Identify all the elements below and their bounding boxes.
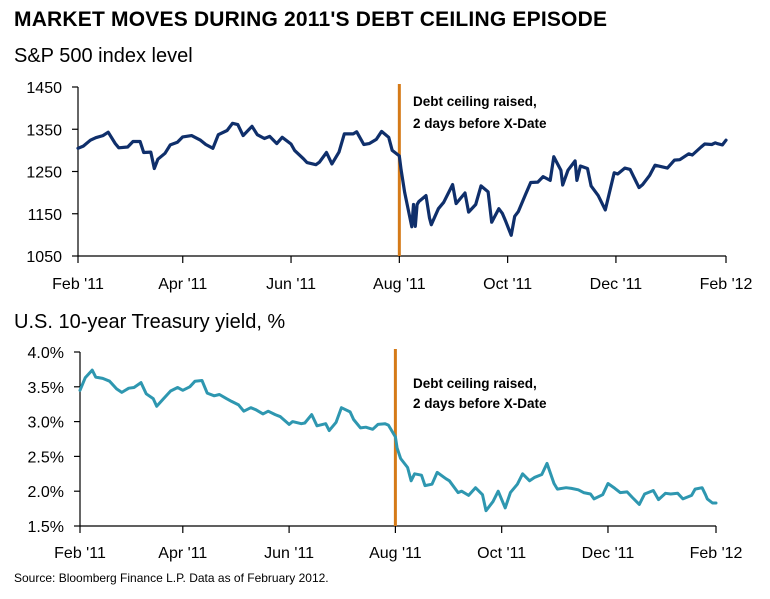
treasury-yield-line-chart: 4.0% 3.5% 3.0% 2.5% 2.0% 1.5% Feb '11 Apr '11 Ju… — [28, 345, 743, 562]
chart-main-title: MARKET MOVES DURING 2011'S DEBT CEILING … — [14, 8, 608, 31]
sp500-x-tick-label: Feb '12 — [700, 276, 753, 293]
sp500-y-tick-label: 1250 — [26, 165, 62, 182]
sp500-y-tick-label: 1050 — [26, 249, 62, 266]
sp500-chart-subtitle: S&P 500 index level — [14, 45, 193, 67]
treasury-x-tick-label: Feb '12 — [690, 545, 743, 562]
treasury-x-tick-label: Apr '11 — [158, 545, 207, 562]
sp500-line-chart: 1450 1350 1250 1150 1050 Feb '11 Apr '11 Jun '1… — [26, 80, 753, 293]
treasury-annotation-line-1: Debt ceiling raised, — [413, 376, 537, 391]
sp500-x-tick-label: Aug '11 — [373, 276, 426, 293]
source-note: Source: Bloomberg Finance L.P. Data as o… — [14, 571, 329, 585]
sp500-x-tick-label: Apr '11 — [158, 276, 207, 293]
sp500-y-tick-label: 1150 — [28, 207, 63, 224]
treasury-x-tick-label: Jun '11 — [264, 545, 314, 562]
treasury-series-line — [78, 368, 718, 513]
sp500-y-tick-label: 1350 — [26, 122, 62, 139]
sp500-x-tick-label: Oct '11 — [483, 276, 532, 293]
treasury-x-tick-label: Dec '11 — [582, 545, 635, 562]
treasury-y-tick-label: 1.5% — [28, 519, 64, 536]
treasury-x-tick-label: Aug '11 — [369, 545, 422, 562]
treasury-y-tick-label: 4.0% — [28, 345, 64, 362]
treasury-chart-subtitle: U.S. 10-year Treasury yield, % — [14, 311, 286, 333]
treasury-y-tick-label: 2.0% — [28, 484, 64, 501]
sp500-annotation-line-2: 2 days before X-Date — [413, 116, 547, 131]
sp500-x-tick-label: Dec '11 — [590, 276, 643, 293]
treasury-annotation-line-2: 2 days before X-Date — [413, 396, 547, 411]
treasury-y-tick-label: 3.5% — [28, 380, 64, 397]
treasury-x-tick-label: Feb '11 — [54, 545, 106, 562]
sp500-annotation-line-1: Debt ceiling raised, — [413, 94, 537, 109]
sp500-y-tick-label: 1450 — [26, 80, 62, 97]
treasury-x-tick-label: Oct '11 — [477, 545, 526, 562]
treasury-y-tick-label: 3.0% — [28, 415, 64, 432]
sp500-x-tick-label: Feb '11 — [52, 276, 104, 293]
sp500-x-tick-label: Jun '11 — [266, 276, 316, 293]
treasury-y-tick-label: 2.5% — [28, 449, 64, 466]
sp500-series-line — [76, 121, 728, 237]
